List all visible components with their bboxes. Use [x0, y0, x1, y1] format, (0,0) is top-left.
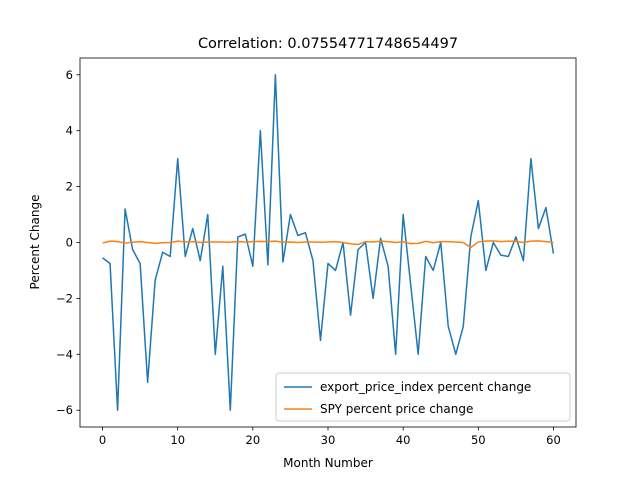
y-tick-label: 2: [66, 180, 73, 194]
y-axis-label: Percent Change: [28, 195, 42, 290]
legend-box: [275, 372, 571, 422]
y-tick-label: −6: [56, 403, 73, 417]
y-tick-label: −2: [56, 291, 73, 305]
x-tick-label: 10: [170, 433, 185, 447]
x-tick-label: 20: [246, 433, 261, 447]
series-line-0: [102, 74, 555, 411]
legend-label-1: SPY percent price change: [320, 402, 473, 416]
x-tick-label: 60: [546, 433, 561, 447]
y-tick-label: 6: [66, 68, 73, 82]
legend-label-0: export_price_index percent change: [320, 380, 531, 394]
plot-area: 0 10 20 30 40 50 60 −6 −4 −2 0 2 4 6 export_price_inde…: [56, 57, 577, 447]
x-tick-label: 40: [396, 433, 411, 447]
x-tick-label: 30: [321, 433, 336, 447]
y-tick-label: −4: [56, 347, 73, 361]
y-tick-label: 0: [66, 236, 73, 250]
series-line-1: [102, 240, 554, 249]
x-tick-label: 0: [99, 433, 106, 447]
x-axis-label: Month Number: [283, 456, 373, 470]
chart-title: Correlation: 0.07554771748654497: [198, 36, 458, 52]
x-tick-label: 50: [471, 433, 486, 447]
y-tick-label: 4: [66, 124, 73, 138]
